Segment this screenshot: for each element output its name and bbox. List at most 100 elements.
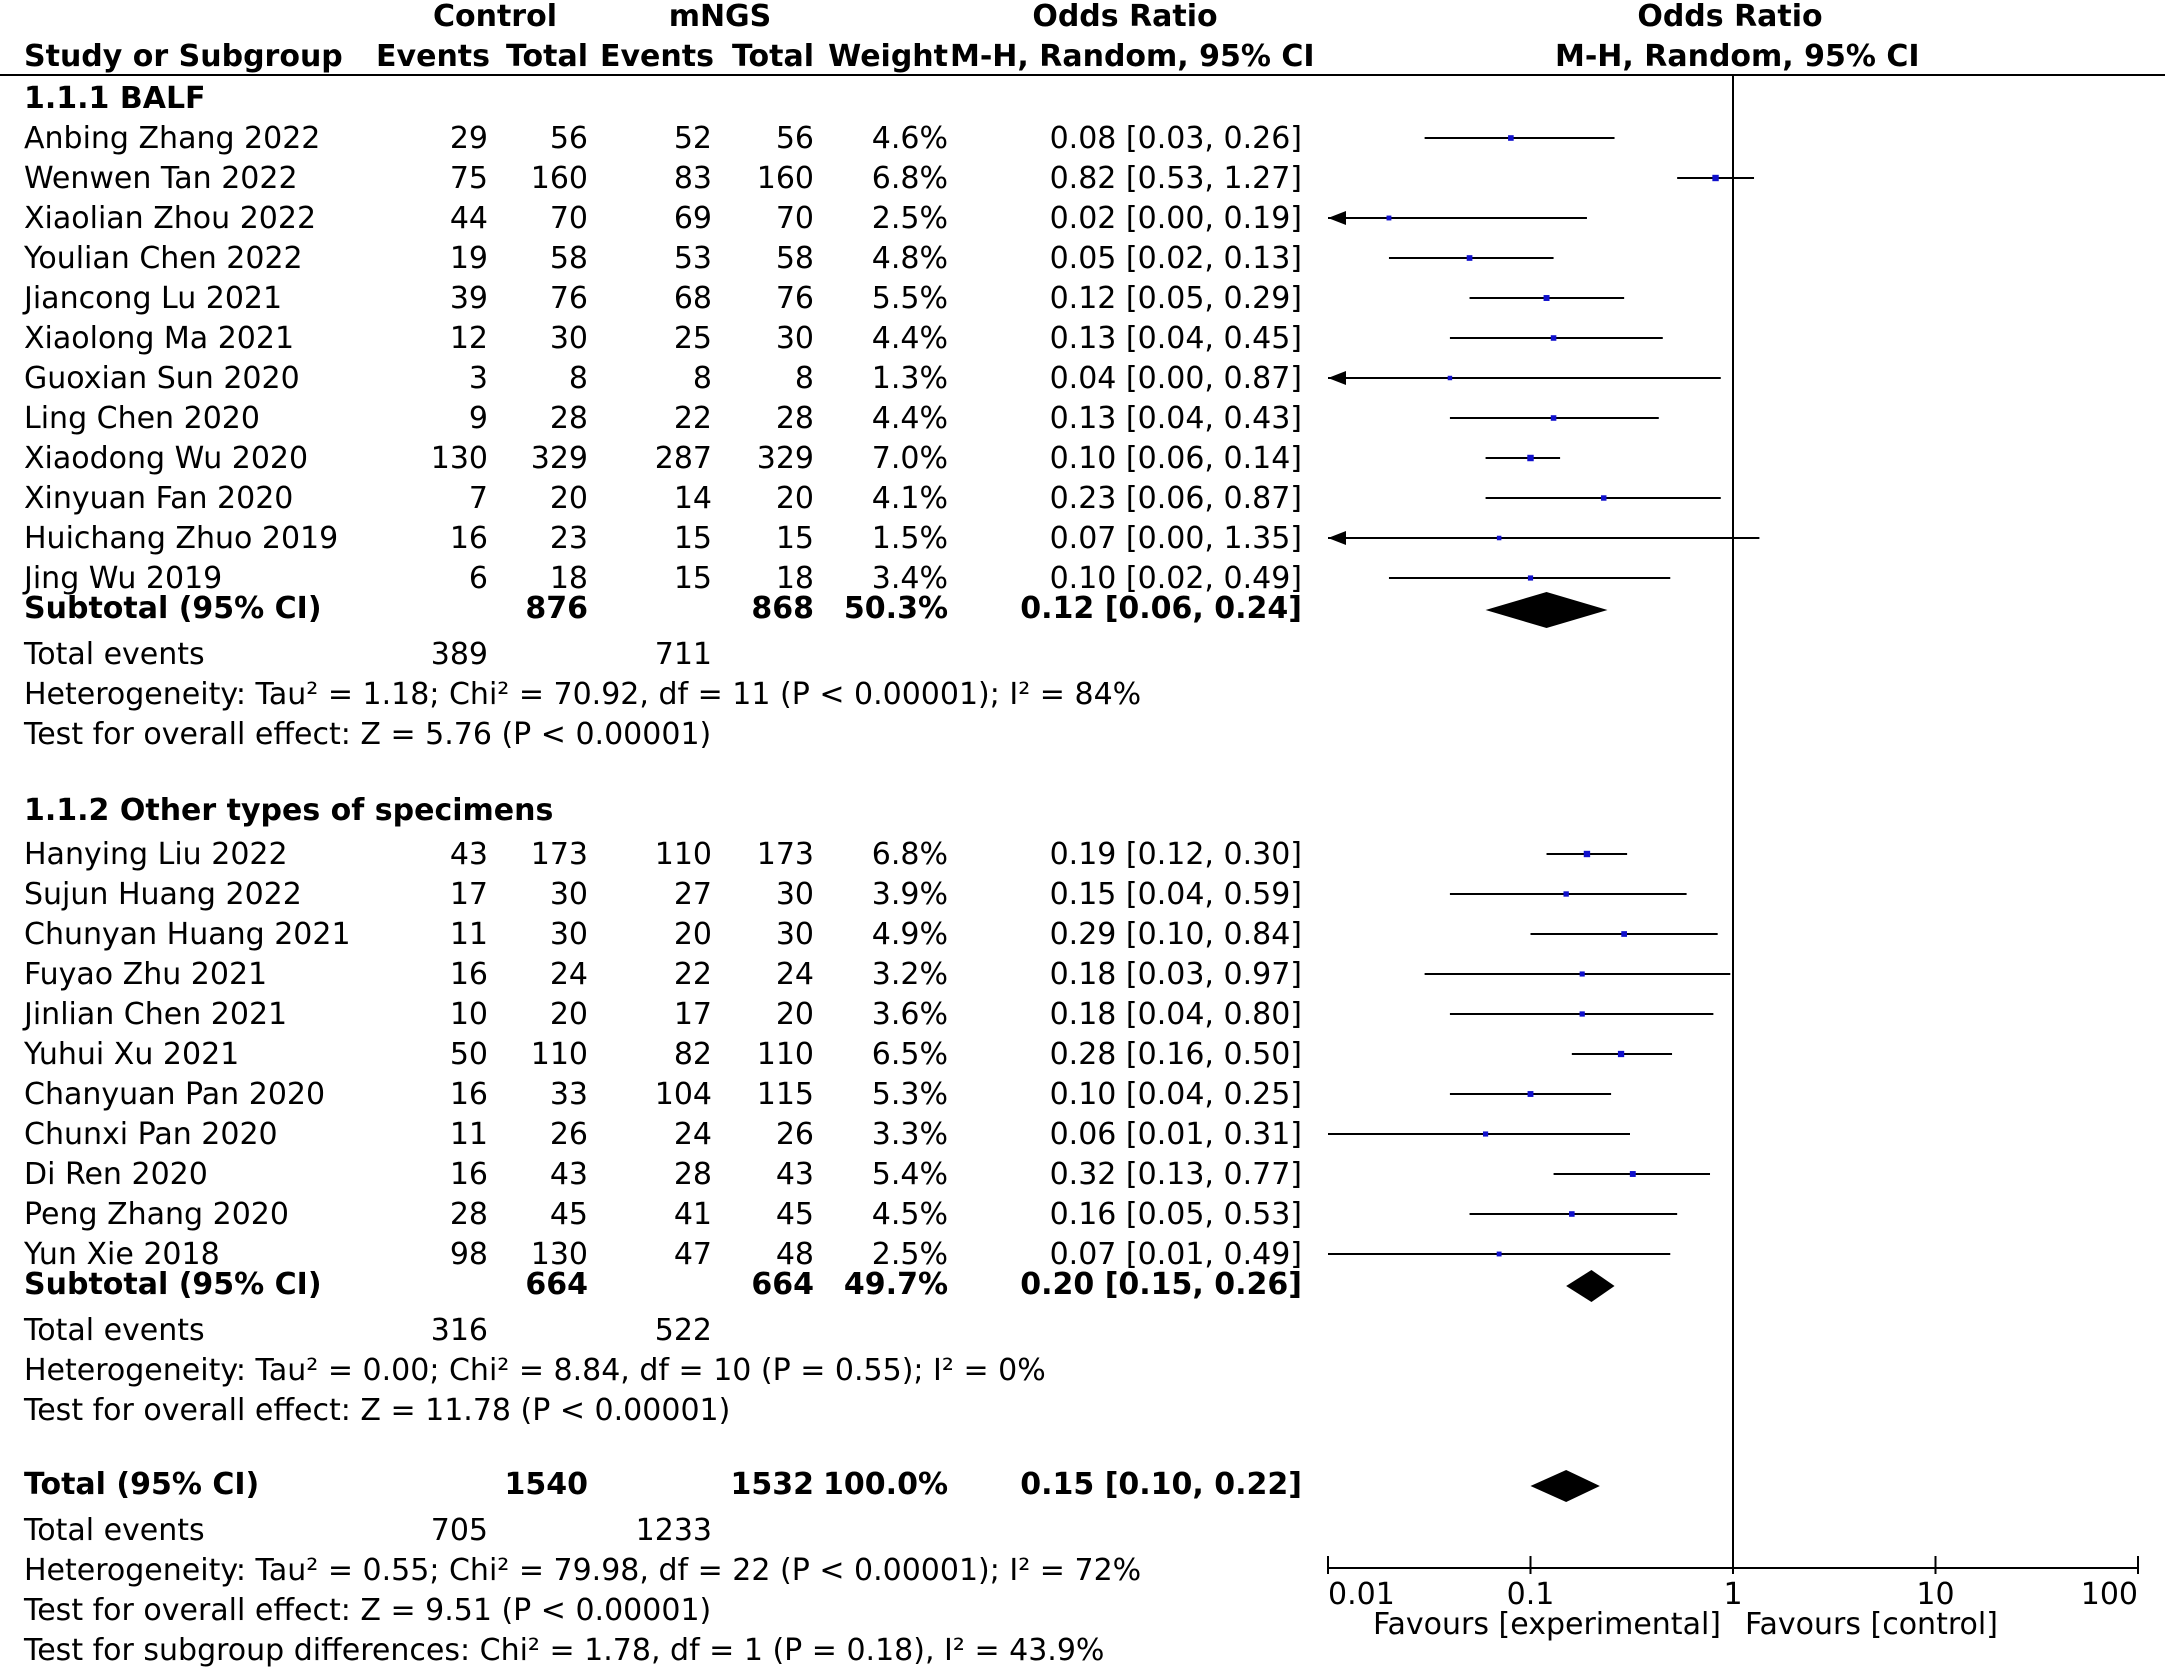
overall-total-events-label: Total events [24, 1513, 205, 1548]
point-estimate-marker [1482, 1131, 1489, 1137]
point-estimate-marker [1563, 891, 1569, 897]
overall-effect-test: Test for overall effect: Z = 11.78 (P < … [24, 1393, 731, 1428]
subtotal-diamond [1485, 592, 1608, 628]
study-name: Ling Chen 2020 [24, 401, 260, 436]
x-tick-label: 10 [1916, 1577, 1955, 1612]
control-events-cell: 16 [449, 521, 488, 556]
point-estimate-marker [1569, 1211, 1575, 1217]
control-total-cell: 30 [549, 917, 588, 952]
mngs-total-cell: 58 [775, 241, 814, 276]
mngs-events-header: Events [600, 39, 714, 74]
mngs-total-cell: 160 [756, 161, 814, 196]
point-estimate-marker [1508, 135, 1514, 141]
mngs-events-cell: 22 [673, 957, 712, 992]
control-events-cell: 130 [430, 441, 488, 476]
mngs-events-cell: 15 [673, 521, 712, 556]
study-name: Jinlian Chen 2021 [24, 997, 288, 1032]
weight-cell: 3.3% [871, 1117, 948, 1152]
mngs-events-cell: 287 [654, 441, 712, 476]
mngs-total-header: Total [732, 39, 814, 74]
control-events-cell: 10 [449, 997, 488, 1032]
study-name: Xiaolian Zhou 2022 [24, 201, 317, 236]
total-events-label: Total events [24, 1313, 205, 1348]
odds-ratio-ci-cell: 0.08 [0.03, 0.26] [1049, 121, 1302, 156]
odds-ratio-ci-cell: 0.18 [0.04, 0.80] [1049, 997, 1302, 1032]
control-total-cell: 30 [549, 321, 588, 356]
overall-total-label: Total (95% CI) [24, 1467, 260, 1502]
odds-ratio-ci-cell: 0.10 [0.06, 0.14] [1049, 441, 1302, 476]
control-events-cell: 28 [449, 1197, 488, 1232]
odds-ratio-ci-cell: 0.13 [0.04, 0.43] [1049, 401, 1302, 436]
control-total-cell: 45 [549, 1197, 588, 1232]
point-estimate-marker [1496, 1251, 1502, 1257]
total-events-control: 389 [430, 637, 488, 672]
mngs-events-cell: 68 [673, 281, 712, 316]
mngs-total-cell: 30 [775, 917, 814, 952]
point-estimate-marker [1579, 971, 1585, 977]
control-events-cell: 6 [468, 561, 488, 596]
odds-ratio-ci-cell: 0.02 [0.00, 0.19] [1049, 201, 1302, 236]
control-total-cell: 58 [549, 241, 588, 276]
mngs-events-cell: 41 [673, 1197, 712, 1232]
mngs-events-cell: 104 [654, 1077, 712, 1112]
mngs-total-cell: 30 [775, 877, 814, 912]
weight-cell: 2.5% [871, 201, 948, 236]
mngs-events-cell: 27 [673, 877, 712, 912]
mngs-events-cell: 24 [673, 1117, 712, 1152]
mngs-events-cell: 52 [673, 121, 712, 156]
mngs-events-cell: 22 [673, 401, 712, 436]
heterogeneity-stats: Heterogeneity: Tau² = 1.18; Chi² = 70.92… [24, 677, 1142, 712]
weight-cell: 4.5% [871, 1197, 948, 1232]
or-title-right: Odds Ratio [1637, 0, 1823, 34]
weight-header: Weight [828, 39, 948, 74]
point-estimate-marker [1527, 1091, 1534, 1097]
weight-cell: 2.5% [871, 1237, 948, 1272]
study-name: Jiancong Lu 2021 [24, 281, 283, 316]
control-total-cell: 8 [568, 361, 588, 396]
study-name: Xiaodong Wu 2020 [24, 441, 309, 476]
mngs-events-cell: 8 [692, 361, 712, 396]
control-total-cell: 76 [549, 281, 588, 316]
weight-cell: 3.2% [871, 957, 948, 992]
weight-cell: 4.6% [871, 121, 948, 156]
overall-control-total: 1540 [504, 1467, 589, 1502]
subtotal-label: Subtotal (95% CI) [24, 1267, 322, 1302]
control-events-cell: 11 [449, 917, 488, 952]
mngs-total-cell: 20 [775, 481, 814, 516]
control-total-cell: 56 [549, 121, 588, 156]
study-name: Guoxian Sun 2020 [24, 361, 300, 396]
mngs-total-cell: 76 [775, 281, 814, 316]
control-events-cell: 16 [449, 957, 488, 992]
odds-ratio-ci-cell: 0.32 [0.13, 0.77] [1049, 1157, 1302, 1192]
control-events-cell: 7 [468, 481, 488, 516]
weight-cell: 4.8% [871, 241, 948, 276]
control-events-cell: 3 [468, 361, 488, 396]
study-column-header: Study or Subgroup [24, 39, 343, 74]
control-events-cell: 9 [468, 401, 488, 436]
weight-cell: 1.3% [871, 361, 948, 396]
study-name: Di Ren 2020 [24, 1157, 208, 1192]
odds-ratio-ci-cell: 0.16 [0.05, 0.53] [1049, 1197, 1302, 1232]
mngs-total-cell: 48 [775, 1237, 814, 1272]
control-events-header: Events [376, 39, 490, 74]
odds-ratio-ci-cell: 0.15 [0.04, 0.59] [1049, 877, 1302, 912]
subtotal-weight: 50.3% [843, 591, 948, 626]
study-name: Yun Xie 2018 [24, 1237, 220, 1272]
odds-ratio-ci-cell: 0.07 [0.01, 0.49] [1049, 1237, 1302, 1272]
x-tick-label: 1 [1723, 1577, 1743, 1612]
mngs-events-cell: 69 [673, 201, 712, 236]
favours-experimental-label: Favours [experimental] [1373, 1607, 1721, 1642]
overall-diamond [1530, 1470, 1600, 1502]
odds-ratio-ci-cell: 0.07 [0.00, 1.35] [1049, 521, 1302, 556]
odds-ratio-ci-cell: 0.23 [0.06, 0.87] [1049, 481, 1302, 516]
mngs-total-cell: 20 [775, 997, 814, 1032]
point-estimate-marker [1550, 335, 1557, 341]
study-name: Xinyuan Fan 2020 [24, 481, 294, 516]
x-tick-label: 0.1 [1506, 1577, 1555, 1612]
mngs-events-cell: 83 [673, 161, 712, 196]
mngs-total-cell: 15 [775, 521, 814, 556]
odds-ratio-ci-cell: 0.82 [0.53, 1.27] [1049, 161, 1302, 196]
mngs-events-cell: 17 [673, 997, 712, 1032]
overall-or-ci: 0.15 [0.10, 0.22] [1020, 1467, 1302, 1502]
